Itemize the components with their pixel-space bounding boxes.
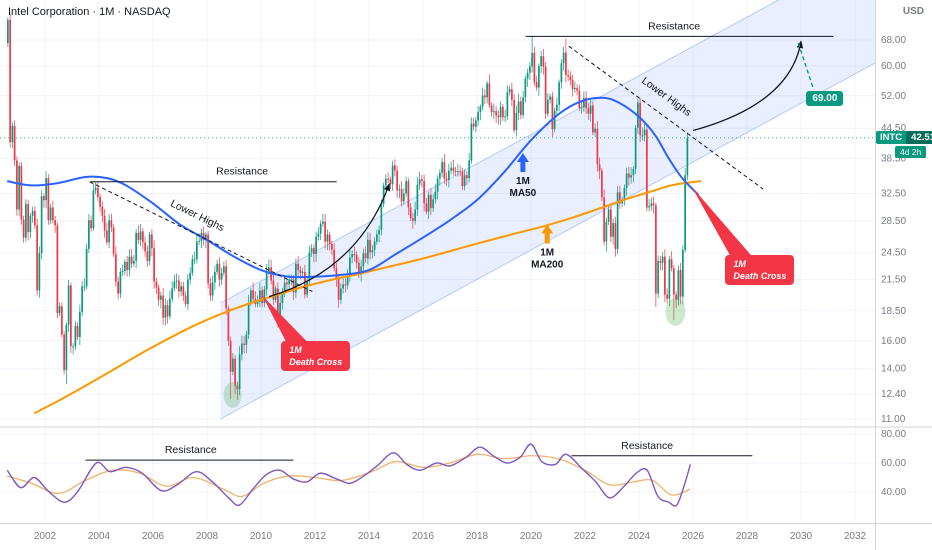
price-axis-tick: 60.00 (881, 61, 906, 72)
trend-arrow[interactable] (692, 40, 804, 132)
oscillator-signal-line (7, 453, 691, 498)
oscillator-axis-tick: 40.00 (881, 487, 906, 498)
price-axis-tick: 44.50 (881, 123, 906, 134)
price-axis-tick: 32.50 (881, 189, 906, 200)
grid (0, 0, 875, 523)
last-price-badge: INTC 42.51 (876, 130, 932, 144)
currency-label: USD (902, 6, 924, 17)
price-axis-tick: 28.50 (881, 216, 906, 227)
time-axis-tick[interactable]: 2030 (790, 531, 813, 542)
price-axis-tick: 52.00 (881, 91, 906, 102)
callout-line-2: Death Cross (289, 357, 343, 368)
oscillator-axis-tick: 60.00 (881, 458, 906, 469)
time-axis-tick[interactable]: 2020 (520, 531, 543, 542)
price-axis-tick: 68.00 (881, 35, 906, 46)
ma50-arrow-icon[interactable] (516, 152, 529, 172)
ticker-symbol-label: INTC (876, 130, 907, 144)
target-dashed-line[interactable] (797, 42, 814, 89)
time-axis-tick[interactable]: 2004 (88, 531, 111, 542)
last-price-value: 42.51 (906, 130, 932, 144)
ma50-line (7, 96, 700, 279)
price-axis-tick: 14.00 (881, 364, 906, 375)
price-axis-tick: 21.50 (881, 275, 906, 286)
price-axis-tick: 16.00 (881, 336, 906, 347)
time-axis-tick[interactable]: 2032 (844, 531, 867, 542)
candles-series (7, 12, 689, 400)
time-axis-tick[interactable]: 2014 (358, 531, 381, 542)
ma200-arrow-label: MA200 (531, 260, 564, 271)
callout-tail (262, 295, 310, 344)
ma200-arrow-icon[interactable] (541, 224, 554, 244)
price-axis-tick: 11.00 (881, 414, 906, 425)
oscillator-axis-tick: 80.00 (881, 429, 906, 440)
resistance-label[interactable]: Resistance (648, 20, 700, 32)
death-cross-callout-1[interactable]: 1M Death Cross (281, 340, 351, 372)
time-axis-tick[interactable]: 2026 (682, 531, 705, 542)
resistance-label[interactable]: Resistance (621, 440, 673, 452)
bar-countdown-badge: 4d 2h (895, 145, 927, 158)
time-axis-tick[interactable]: 2024 (628, 531, 651, 542)
callout-line-2: Death Cross (733, 271, 787, 282)
symbol-title: Intel Corporation · 1M · NASDAQ (8, 6, 171, 18)
chart-legend[interactable]: Intel Corporation · 1M · NASDAQ (8, 6, 171, 18)
ma200-line (33, 180, 702, 415)
low-highlight-circle[interactable] (665, 297, 686, 326)
resistance-label[interactable]: Resistance (165, 444, 217, 456)
ma50-arrow-label: MA50 (510, 188, 537, 199)
lower-highs-label[interactable]: Lower Highs (168, 198, 226, 235)
price-axis-tick: 24.50 (881, 247, 906, 258)
callout-line-1: 1M (733, 258, 746, 269)
time-axis-tick[interactable]: 2022 (574, 531, 597, 542)
price-target-badge[interactable]: 69.00 (806, 90, 844, 106)
resistance-label[interactable]: Resistance (216, 166, 268, 178)
time-axis-tick[interactable]: 2028 (736, 531, 759, 542)
trend-arrow[interactable] (268, 182, 391, 298)
death-cross-callout-2[interactable]: 1M Death Cross (725, 254, 795, 286)
ma200-arrow-label: 1M (540, 248, 554, 259)
time-axis-tick[interactable]: 2012 (304, 531, 327, 542)
low-highlight-circle[interactable] (223, 381, 242, 408)
time-axis-tick[interactable]: 2010 (250, 531, 273, 542)
oscillator-line (6, 443, 691, 507)
price-axis-tick: 18.50 (881, 306, 906, 317)
price-axis-tick: 12.40 (881, 389, 906, 400)
lower-highs-line[interactable] (568, 45, 764, 190)
callout-tail (691, 186, 754, 258)
price-axis-tick: 38.50 (881, 153, 906, 164)
time-axis-tick[interactable]: 2006 (142, 531, 165, 542)
ma50-arrow-label: 1M (516, 176, 530, 187)
time-axis-tick[interactable]: 2002 (34, 531, 57, 542)
time-axis-tick[interactable]: 2018 (466, 531, 489, 542)
time-axis-tick[interactable]: 2008 (196, 531, 219, 542)
time-axis-tick[interactable]: 2016 (412, 531, 435, 542)
callout-line-1: 1M (289, 344, 302, 355)
lower-highs-line[interactable] (89, 181, 313, 292)
